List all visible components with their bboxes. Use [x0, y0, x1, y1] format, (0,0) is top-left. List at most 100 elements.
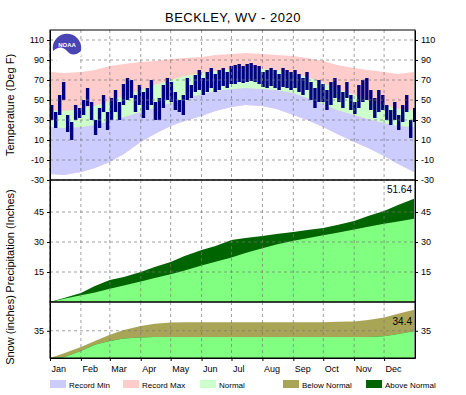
- grid-line: [262, 30, 263, 180]
- tick: Jun: [202, 358, 218, 374]
- tick: Feb: [81, 358, 98, 374]
- tick-mark: [384, 358, 385, 361]
- tick-label: 15: [34, 267, 44, 277]
- observed-bar: [178, 100, 181, 112]
- observed-bar: [126, 78, 129, 100]
- grid-line: [50, 212, 415, 213]
- grid-line: [323, 30, 324, 180]
- tick: 30: [415, 115, 431, 125]
- legend-swatch: [366, 380, 382, 388]
- observed-bar: [293, 70, 296, 88]
- grid-line: [231, 180, 232, 302]
- observed-area: [50, 199, 414, 302]
- tick-label: -10: [421, 155, 434, 165]
- grid-line: [354, 180, 355, 302]
- observed-bar: [301, 78, 304, 95]
- tick-mark: [47, 242, 50, 243]
- tick: 30: [415, 237, 431, 247]
- observed-bar: [142, 92, 145, 118]
- tick-label: -10: [31, 155, 44, 165]
- grid-line: [50, 140, 415, 141]
- tick-label: 45: [34, 207, 44, 217]
- tick-mark: [415, 242, 418, 243]
- tick: 50: [34, 95, 50, 105]
- axis-line: [415, 303, 416, 359]
- grid-line: [140, 180, 141, 302]
- grid-line: [262, 302, 263, 358]
- tick-mark: [415, 80, 418, 81]
- axis: 35: [415, 303, 431, 359]
- plot-frame: [50, 180, 415, 302]
- tick-mark: [81, 358, 82, 361]
- logo-wave: [53, 48, 81, 66]
- tick: 110: [415, 35, 435, 45]
- observed-bar: [86, 88, 89, 106]
- title: BECKLEY, WV - 2020: [165, 10, 301, 25]
- observed-bar: [405, 95, 408, 112]
- tick-mark: [415, 272, 418, 273]
- plot-frame: [50, 30, 415, 180]
- tick: 70: [415, 75, 431, 85]
- tick: 35: [34, 326, 50, 336]
- observed-bar: [409, 120, 412, 138]
- observed-bar: [82, 100, 85, 115]
- tick: 45: [415, 207, 431, 217]
- grid-line: [293, 302, 294, 358]
- observed-bar: [222, 68, 225, 86]
- axis-line: [51, 358, 416, 359]
- grid-line: [109, 30, 110, 180]
- tick: 90: [415, 55, 431, 65]
- observed-bar: [233, 65, 236, 84]
- tick-label: Mar: [111, 364, 127, 374]
- observed-bar: [62, 82, 65, 100]
- observed-bar: [305, 72, 308, 90]
- observed-bar: [365, 78, 368, 100]
- grid-line: [293, 180, 294, 302]
- grid-line: [262, 180, 263, 302]
- grid-line: [384, 30, 385, 180]
- axis-line: [415, 181, 416, 303]
- axis-line: [50, 181, 51, 303]
- tick-label: 35: [34, 326, 44, 336]
- logo-text: NOAA: [58, 42, 76, 48]
- observed-bar: [106, 112, 109, 130]
- tick-label: -30: [31, 175, 44, 185]
- tick-mark: [415, 120, 418, 121]
- tick-label: Aug: [264, 364, 280, 374]
- plot-area: [50, 199, 414, 302]
- annotation: 51.64: [387, 184, 412, 195]
- tick-mark: [171, 358, 172, 361]
- legend-swatch: [200, 380, 216, 388]
- grid-line: [323, 302, 324, 358]
- observed-bar: [249, 63, 252, 81]
- observed-bar: [269, 68, 272, 86]
- grid-line: [140, 30, 141, 180]
- observed-bar: [357, 85, 360, 108]
- tick-label: 10: [421, 135, 431, 145]
- grid-line: [384, 180, 385, 302]
- observed-bar: [281, 68, 284, 87]
- tick-label: 110: [421, 35, 435, 45]
- tick-label: Jan: [52, 364, 67, 374]
- tick-label: Jul: [233, 364, 245, 374]
- observed-bar: [373, 98, 376, 118]
- tick-mark: [47, 272, 50, 273]
- axis-title: Precipitation (Inches): [4, 189, 16, 292]
- legend-item: Record Max: [123, 380, 185, 390]
- legend-label: Below Normal: [302, 381, 352, 390]
- axis-line: [50, 31, 51, 181]
- tick: Jan: [51, 358, 67, 374]
- tick: Oct: [324, 358, 340, 374]
- tick-mark: [415, 40, 418, 41]
- tick: 50: [415, 95, 431, 105]
- observed-bar: [297, 74, 300, 92]
- observed-bar: [66, 115, 69, 132]
- tick-mark: [47, 80, 50, 81]
- observed-bar: [134, 95, 137, 112]
- tick-label: Feb: [82, 364, 98, 374]
- tick-label: Nov: [356, 364, 373, 374]
- grid-line: [50, 40, 415, 41]
- tick-mark: [293, 358, 294, 361]
- grid: [50, 302, 415, 358]
- plot-frame: [50, 302, 415, 358]
